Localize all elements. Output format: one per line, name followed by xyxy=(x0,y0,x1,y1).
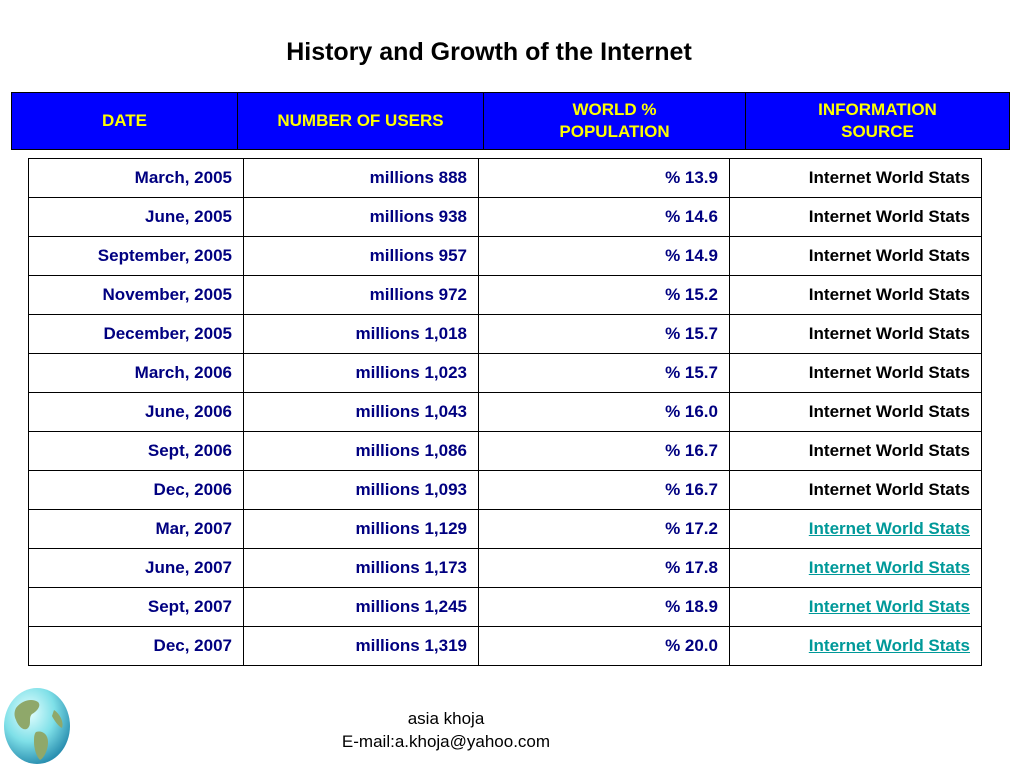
cell-users: millions 888 xyxy=(243,158,479,198)
column-header-date: DATE xyxy=(11,92,238,150)
cell-date: November, 2005 xyxy=(28,275,244,315)
cell-world-percent: % 16.7 xyxy=(478,431,730,471)
cell-users: millions 972 xyxy=(243,275,479,315)
cell-world-percent: % 14.9 xyxy=(478,236,730,276)
cell-users: millions 1,023 xyxy=(243,353,479,393)
cell-source: Internet World Stats xyxy=(729,314,982,354)
cell-date: March, 2006 xyxy=(28,353,244,393)
table-row: June, 2007 millions 1,173% 17.8 Internet W… xyxy=(28,548,982,588)
cell-users: millions 1,093 xyxy=(243,470,479,510)
table-row: March, 2006 millions 1,023% 15.7 Internet … xyxy=(28,353,982,393)
cell-users: millions 1,129 xyxy=(243,509,479,549)
footer: asia khoja E-mail:a.khoja@yahoo.com xyxy=(296,707,596,753)
page-title: History and Growth of the Internet xyxy=(286,38,692,66)
cell-date: June, 2006 xyxy=(28,392,244,432)
cell-users: millions 1,319 xyxy=(243,626,479,666)
table-row: June, 2005 millions 938% 14.6 Internet Wor… xyxy=(28,197,982,237)
cell-world-percent: % 13.9 xyxy=(478,158,730,198)
cell-date: Sept, 2006 xyxy=(28,431,244,471)
cell-world-percent: % 17.8 xyxy=(478,548,730,588)
cell-source: Internet World Stats xyxy=(729,431,982,471)
table-row: Sept, 2007 millions 1,245% 18.9 Internet W… xyxy=(28,587,982,627)
cell-world-percent: % 20.0 xyxy=(478,626,730,666)
cell-date: Dec, 2007 xyxy=(28,626,244,666)
cell-source: Internet World Stats xyxy=(729,470,982,510)
table-row: December, 2005 millions 1,018% 15.7 Intern… xyxy=(28,314,982,354)
table-row: September, 2005 millions 957% 14.9 Interne… xyxy=(28,236,982,276)
header-table: DATE NUMBER OF USERS WORLD % POPULATION … xyxy=(11,92,1010,150)
table-row: Dec, 2006 millions 1,093% 16.7 Internet Wo… xyxy=(28,470,982,510)
cell-users: millions 1,086 xyxy=(243,431,479,471)
cell-users: millions 1,173 xyxy=(243,548,479,588)
cell-date: Dec, 2006 xyxy=(28,470,244,510)
cell-source: Internet World Stats xyxy=(729,275,982,315)
column-header-world-population: WORLD % POPULATION xyxy=(483,92,746,150)
author-name: asia khoja xyxy=(407,709,485,728)
cell-source: Internet World Stats xyxy=(729,158,982,198)
table-row: March, 2005 millions 888% 13.9 Internet Wo… xyxy=(28,158,982,198)
cell-date: Mar, 2007 xyxy=(28,509,244,549)
header-row: DATE NUMBER OF USERS WORLD % POPULATION … xyxy=(11,92,1010,150)
author-email: E-mail:a.khoja@yahoo.com xyxy=(341,732,551,751)
cell-world-percent: % 16.0 xyxy=(478,392,730,432)
table-row: June, 2006 millions 1,043% 16.0 Internet W… xyxy=(28,392,982,432)
cell-users: millions 1,245 xyxy=(243,587,479,627)
source-link[interactable]: Internet World Stats xyxy=(729,626,982,666)
table-row: Sept, 2006 millions 1,086% 16.7 Internet W… xyxy=(28,431,982,471)
cell-world-percent: % 16.7 xyxy=(478,470,730,510)
column-header-users: NUMBER OF USERS xyxy=(237,92,484,150)
globe-icon xyxy=(4,688,70,764)
table-row: Mar, 2007 millions 1,129% 17.2 Internet Wo… xyxy=(28,509,982,549)
source-link[interactable]: Internet World Stats xyxy=(729,509,982,549)
cell-world-percent: % 15.7 xyxy=(478,314,730,354)
cell-world-percent: % 17.2 xyxy=(478,509,730,549)
cell-users: millions 1,018 xyxy=(243,314,479,354)
source-link[interactable]: Internet World Stats xyxy=(729,587,982,627)
cell-world-percent: % 18.9 xyxy=(478,587,730,627)
cell-world-percent: % 15.2 xyxy=(478,275,730,315)
cell-world-percent: % 14.6 xyxy=(478,197,730,237)
cell-source: Internet World Stats xyxy=(729,236,982,276)
cell-date: Sept, 2007 xyxy=(28,587,244,627)
cell-users: millions 938 xyxy=(243,197,479,237)
cell-users: millions 957 xyxy=(243,236,479,276)
cell-date: December, 2005 xyxy=(28,314,244,354)
source-link[interactable]: Internet World Stats xyxy=(729,548,982,588)
table-row: Dec, 2007 millions 1,319% 20.0 Internet Wo… xyxy=(28,626,982,666)
cell-date: September, 2005 xyxy=(28,236,244,276)
cell-source: Internet World Stats xyxy=(729,392,982,432)
cell-source: Internet World Stats xyxy=(729,197,982,237)
cell-date: March, 2005 xyxy=(28,158,244,198)
cell-world-percent: % 15.7 xyxy=(478,353,730,393)
data-table: March, 2005 millions 888% 13.9 Internet Wo… xyxy=(28,158,982,666)
column-header-information-source: INFORMATION SOURCE xyxy=(745,92,1010,150)
cell-date: June, 2007 xyxy=(28,548,244,588)
cell-date: June, 2005 xyxy=(28,197,244,237)
cell-users: millions 1,043 xyxy=(243,392,479,432)
cell-source: Internet World Stats xyxy=(729,353,982,393)
table-row: November, 2005 millions 972% 15.2 Internet… xyxy=(28,275,982,315)
